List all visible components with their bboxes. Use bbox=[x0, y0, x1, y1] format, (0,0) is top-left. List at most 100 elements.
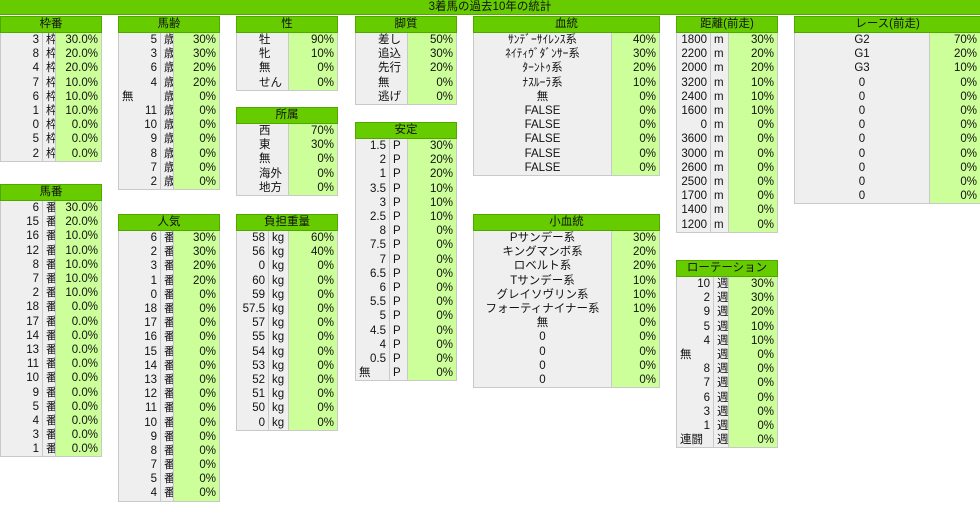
barei-value: 無 bbox=[118, 89, 161, 104]
kyori-value: 3000 bbox=[676, 146, 711, 161]
umaban-percent: 10.0% bbox=[55, 229, 102, 244]
wakuban-value: 7 bbox=[0, 75, 43, 90]
kyori-unit: m bbox=[710, 189, 729, 204]
ninki-value: 0 bbox=[118, 287, 161, 302]
kyori-row: 1800 m 30% bbox=[676, 32, 779, 48]
umaban-unit: 番 bbox=[42, 357, 56, 372]
kettou-row: FALSE 0% bbox=[473, 146, 660, 161]
rotation-percent: 0% bbox=[728, 433, 778, 449]
umaban-unit: 番 bbox=[42, 413, 56, 428]
umaban-unit: 番 bbox=[42, 300, 56, 315]
ninki-value: 5 bbox=[118, 472, 161, 487]
wakuban-percent: 0.0% bbox=[55, 146, 102, 162]
wakuban-unit: 枠 bbox=[42, 32, 56, 48]
sei-label: せん bbox=[236, 75, 289, 91]
kettou-row: 無 0% bbox=[473, 89, 660, 104]
rotation-value: 6 bbox=[676, 390, 714, 405]
rotation-percent: 0% bbox=[728, 362, 778, 377]
shozoku-percent: 0% bbox=[288, 180, 338, 196]
barei-value: 11 bbox=[118, 103, 161, 119]
kyori-unit: m bbox=[710, 118, 729, 133]
umaban-row: 16番10.0% bbox=[0, 229, 102, 244]
shoketto-row: 無 0% bbox=[473, 316, 660, 331]
umaban-unit: 番 bbox=[42, 371, 56, 386]
antei-row: 0.5 P 0% bbox=[355, 351, 457, 366]
wakuban-row: 6枠10.0% bbox=[0, 89, 102, 104]
barei-value: 10 bbox=[118, 118, 161, 133]
kyori-percent: 0% bbox=[727, 174, 779, 190]
umaban-percent: 30.0% bbox=[55, 200, 102, 216]
shoketto-percent: 0% bbox=[611, 344, 660, 359]
race-label: G2 bbox=[794, 32, 930, 48]
race-table: レース(前走) G2 70% G1 20% G3 10% 0 0% 0 0% 0 0% 0 0% 0 0% 0 0%… bbox=[794, 16, 980, 205]
futan-value: 52 bbox=[236, 372, 269, 388]
rotation-unit: 週 bbox=[713, 276, 729, 292]
umaban-unit: 番 bbox=[42, 215, 56, 230]
wakuban-percent: 0.0% bbox=[55, 132, 102, 147]
ninki-value: 7 bbox=[118, 458, 161, 473]
barei-row: 2歳0% bbox=[118, 174, 220, 191]
sei-label: 牝 bbox=[236, 47, 289, 62]
race-percent: 0% bbox=[929, 146, 980, 161]
wakuban-value: 5 bbox=[0, 132, 43, 147]
futan-row: 52 kg 0% bbox=[236, 372, 339, 388]
kyori-value: 2400 bbox=[676, 89, 711, 104]
futan-unit: kg bbox=[268, 316, 289, 331]
umaban-value: 15 bbox=[0, 215, 43, 230]
antei-unit: P bbox=[389, 209, 408, 225]
kettou-label: FALSE bbox=[473, 146, 612, 161]
kyori-row: 3000 m 0% bbox=[676, 146, 779, 161]
sei-row: せん 0% bbox=[236, 75, 338, 91]
kyori-row: 3600 m 0% bbox=[676, 132, 779, 147]
kyori-value: 3200 bbox=[676, 75, 711, 90]
kettou-table: 血統 ｻﾝﾃﾞｰｻｲﾚﾝｽ系 40% ﾈｲﾃｨｳﾞﾀﾞﾝｻｰ系 30% ﾀｰﾝﾄｩ系 20%… bbox=[473, 16, 660, 176]
ninki-unit: 番 bbox=[160, 287, 174, 302]
barei-unit: 歳 bbox=[160, 47, 174, 62]
wakuban-percent: 10.0% bbox=[55, 75, 102, 90]
umaban-unit: 番 bbox=[42, 428, 56, 443]
kettou-row: FALSE 0% bbox=[473, 160, 660, 176]
shoketto-table: 小血統 Pサンデー系 30% キングマンボ系 20% ロベルト系 20% Tサンデー系 10% グ… bbox=[473, 214, 660, 389]
kyori-value: 2000 bbox=[676, 61, 711, 76]
antei-percent: 10% bbox=[407, 209, 457, 225]
wakuban-row: 7枠10.0% bbox=[0, 75, 102, 90]
umaban-unit: 番 bbox=[42, 328, 56, 343]
kyori-row: 1700 m 0% bbox=[676, 189, 779, 204]
rotation-unit: 週 bbox=[713, 319, 729, 334]
rotation-value: 5 bbox=[676, 319, 714, 334]
rotation-value: 8 bbox=[676, 362, 714, 377]
antei-row: 4 P 0% bbox=[355, 337, 457, 352]
umaban-row: 6番30.0% bbox=[0, 200, 102, 216]
race-header: レース(前走) bbox=[794, 16, 980, 33]
race-row: G1 20% bbox=[794, 47, 980, 62]
sei-row: 牝 10% bbox=[236, 47, 338, 62]
ninki-percent: 0% bbox=[173, 387, 220, 402]
futan-row: 57 kg 0% bbox=[236, 316, 339, 331]
kettou-row: ﾀｰﾝﾄｩ系 20% bbox=[473, 61, 660, 76]
ninki-unit: 番 bbox=[160, 429, 174, 444]
wakuban-value: 8 bbox=[0, 47, 43, 62]
umaban-value: 13 bbox=[0, 342, 43, 358]
ninki-row: 12番0% bbox=[118, 387, 220, 402]
barei-unit: 歳 bbox=[160, 160, 174, 175]
rotation-unit: 週 bbox=[713, 362, 729, 377]
futan-value: 0 bbox=[236, 259, 269, 274]
ninki-unit: 番 bbox=[160, 486, 174, 502]
antei-value: 4 bbox=[355, 337, 390, 352]
antei-unit: P bbox=[389, 138, 408, 154]
race-row: 0 0% bbox=[794, 75, 980, 90]
kyori-percent: 0% bbox=[727, 203, 779, 218]
umaban-percent: 0.0% bbox=[55, 314, 102, 329]
rotation-row: 10 週 30% bbox=[676, 276, 778, 292]
kyori-percent: 10% bbox=[727, 75, 779, 90]
futan-percent: 0% bbox=[287, 259, 339, 274]
shoketto-label: 0 bbox=[473, 344, 612, 359]
kyakushitsu-label: 差し bbox=[355, 32, 408, 48]
kyori-percent: 0% bbox=[727, 217, 779, 233]
umaban-row: 3番0.0% bbox=[0, 428, 102, 443]
shozoku-table: 所属西 70% 東 30% 無 0% 海外 0% 地方 0% bbox=[236, 107, 338, 196]
ninki-row: 13番0% bbox=[118, 372, 220, 388]
rotation-value: 2 bbox=[676, 291, 714, 306]
ninki-percent: 20% bbox=[173, 259, 220, 274]
shoketto-label: 無 bbox=[473, 316, 612, 331]
